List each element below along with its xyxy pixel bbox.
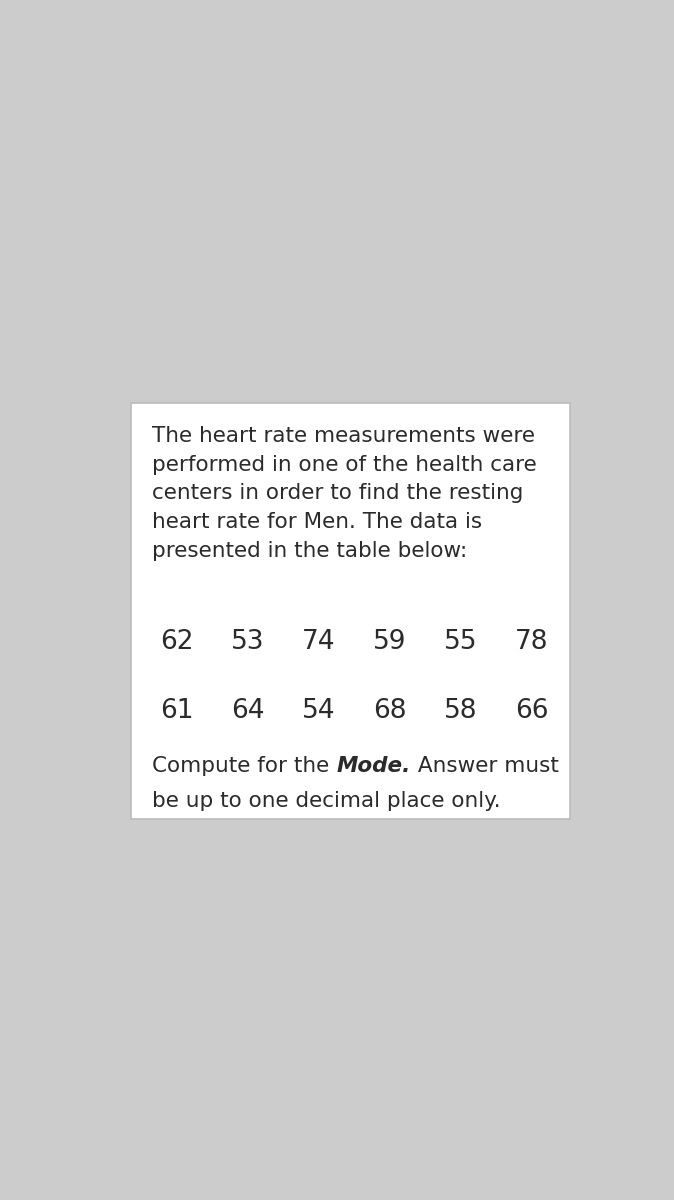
Text: Mode.: Mode. <box>336 756 410 775</box>
Text: Answer must: Answer must <box>410 756 558 775</box>
Text: 58: 58 <box>444 698 478 725</box>
Text: 78: 78 <box>515 629 549 655</box>
Text: 54: 54 <box>302 698 336 725</box>
Text: 66: 66 <box>515 698 549 725</box>
FancyBboxPatch shape <box>131 403 570 818</box>
Text: 61: 61 <box>160 698 193 725</box>
Text: Compute for the: Compute for the <box>152 756 336 775</box>
Text: 59: 59 <box>373 629 406 655</box>
Text: 64: 64 <box>231 698 264 725</box>
Text: 68: 68 <box>373 698 406 725</box>
Text: 53: 53 <box>231 629 264 655</box>
Text: The heart rate measurements were
performed in one of the health care
centers in : The heart rate measurements were perform… <box>152 426 537 562</box>
Text: 74: 74 <box>302 629 336 655</box>
Text: 62: 62 <box>160 629 193 655</box>
Text: 55: 55 <box>444 629 478 655</box>
Text: be up to one decimal place only.: be up to one decimal place only. <box>152 791 501 811</box>
